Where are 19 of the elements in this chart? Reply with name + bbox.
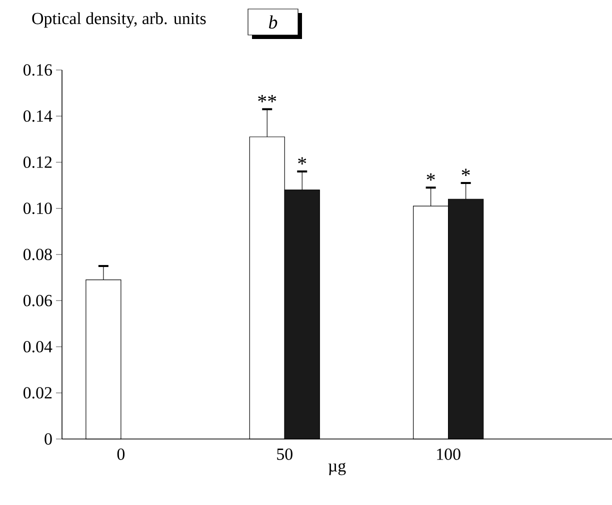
y-tick-label: 0.02 xyxy=(23,387,52,399)
y-tick-label: 0.04 xyxy=(23,340,52,352)
y-tick-label: 0.06 xyxy=(23,294,52,306)
annotation: ** xyxy=(258,94,276,102)
y-tick-label: 0 xyxy=(44,433,52,445)
annotation: * xyxy=(426,173,435,181)
x-axis-title: µg xyxy=(328,462,346,476)
chart-title: b xyxy=(268,15,278,29)
x-tick-label: 0 xyxy=(117,448,125,460)
y-tick-label: 0.16 xyxy=(23,64,52,76)
y-tick-label: 0.10 xyxy=(23,202,52,214)
y-axis-title: Optical density, arb. units xyxy=(32,12,206,28)
y-tick-label: 0.08 xyxy=(23,248,52,260)
y-tick-label: 0.12 xyxy=(23,156,52,168)
x-tick-label: 100 xyxy=(437,448,460,460)
annotation: * xyxy=(462,168,470,176)
y-tick-label: 0.14 xyxy=(23,110,52,122)
annotation: * xyxy=(298,157,306,165)
x-tick-label: 50 xyxy=(277,448,292,460)
